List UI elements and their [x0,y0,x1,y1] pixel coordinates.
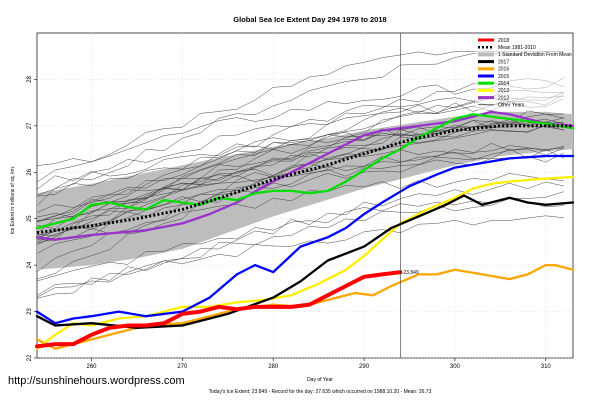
legend-label: 2012 [498,95,509,101]
x-tick-label: 300 [450,364,461,370]
other-year-line [36,121,564,190]
y-tick-label: 27 [27,122,33,129]
x-tick-label: 310 [541,364,552,370]
y-axis-label: Ice Extent in millions of sq. km. [10,166,16,235]
other-year-line [36,181,564,299]
other-year-line [36,94,565,242]
other-year-line [36,124,564,254]
x-axis-label: Day of Year [307,377,333,383]
series-line-2014 [35,113,575,230]
other-year-line [36,148,564,213]
series-line-2013 [35,175,575,350]
other-year-line [36,198,564,296]
axis-layer: 260 270 280 290 300 310 22 23 24 25 26 27 28 [27,75,551,370]
series-line-mean-1981-2010 [36,124,573,235]
series-line-2012 [35,110,575,241]
series-line-2018 [35,270,403,349]
chart-title: Global Sea Ice Extent Day 294 1978 to 20… [233,15,386,24]
y-tick-label: 26 [27,168,33,175]
x-tick-label: 280 [268,364,279,370]
series-layer [35,110,575,350]
other-year-line [36,173,564,244]
legend-label: 2014 [498,81,509,87]
y-tick-label: 23 [27,308,33,315]
x-tick-label: 260 [87,364,98,370]
other-year-line [36,145,564,218]
y-tick-label: 28 [27,75,33,82]
series-line-2015 [35,154,575,325]
legend-label: 2018 [498,38,509,44]
other-year-line [36,215,564,298]
end-value-label: 23.849 [403,270,419,276]
legend-label: 2013 [498,88,509,94]
other-year-line [36,143,564,222]
other-year-line [36,125,564,234]
other-year-line [36,110,564,241]
other-year-line [36,117,564,197]
legend-label: 2017 [498,59,509,65]
legend-label: Other Years [498,103,525,109]
other-year-line [36,121,564,223]
legend-label: Mean 1981-2010 [498,45,536,51]
legend-label: 2016 [498,67,509,73]
other-year-line [36,119,564,239]
y-tick-label: 24 [27,261,33,268]
other-year-line [36,148,564,237]
y-tick-label: 25 [27,215,33,222]
watermark-url: http://sunshinehours.wordpress.com [8,375,185,387]
x-tick-label: 270 [177,364,188,370]
x-tick-label: 290 [359,364,370,370]
legend-label: 2015 [498,74,509,80]
footer-text: Today's Ice Extent: 23.849 - Record for … [209,389,432,395]
other-years-layer [36,51,565,299]
y-tick-label: 22 [27,354,33,361]
legend-label: 1 Standard Deviation From Mean [498,52,572,58]
series-line-2017 [35,194,575,329]
